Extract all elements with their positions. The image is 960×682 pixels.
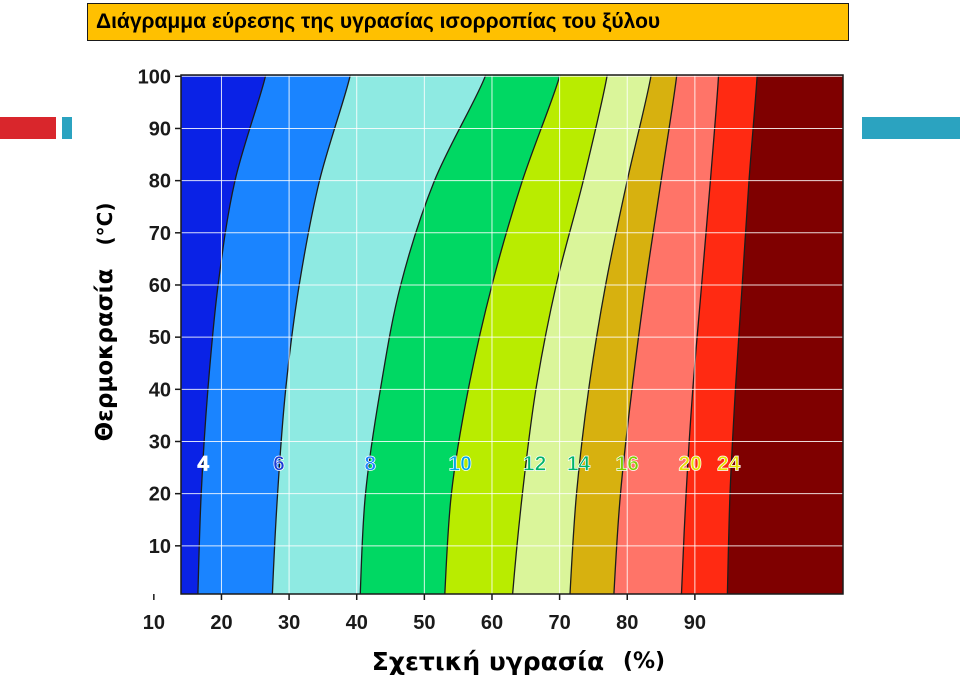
y-tick-label-10: 10 <box>149 536 171 558</box>
x-tick-label-30: 30 <box>278 612 300 634</box>
chart-title-box: Διάγραμμα εύρεσης της υγρασίας ισορροπία… <box>87 3 849 41</box>
chart-title: Διάγραμμα εύρεσης της υγρασίας ισορροπία… <box>96 10 661 33</box>
grid-lines <box>153 75 843 594</box>
x-axis-ticks: 10 20 30 40 50 60 70 80 90 <box>143 594 706 634</box>
contour-label-10: 10 <box>449 452 472 475</box>
y-tick-label-70: 70 <box>149 223 171 245</box>
x-tick-label-80: 80 <box>616 612 638 634</box>
y-axis-ticks: 10 20 30 40 50 60 70 80 90 100 <box>138 66 181 558</box>
x-tick-label-90: 90 <box>684 612 706 634</box>
y-tick-label-80: 80 <box>149 171 171 193</box>
x-axis-title: Σχετική υγρασία <box>372 647 604 676</box>
contour-label-4: 4 <box>197 452 209 475</box>
y-tick-label-30: 30 <box>149 431 171 453</box>
x-tick-label-50: 50 <box>413 612 435 634</box>
right-accent-teal-bar <box>862 117 960 139</box>
y-tick-label-90: 90 <box>149 118 171 140</box>
y-tick-label-100: 100 <box>138 66 171 88</box>
left-accent-red-bar <box>0 117 56 139</box>
y-axis-title: Θερμοκρασία <box>92 269 118 442</box>
y-tick-label-60: 60 <box>149 275 171 297</box>
plot-frame <box>180 74 844 595</box>
contour-label-2: 2 <box>129 452 141 475</box>
y-tick-label-40: 40 <box>149 379 171 401</box>
x-tick-label-70: 70 <box>548 612 570 634</box>
x-tick-label-60: 60 <box>481 612 503 634</box>
x-axis-unit: (%) <box>623 649 665 674</box>
y-axis-unit: (°C) <box>93 203 117 246</box>
contour-label-16: 16 <box>616 452 639 475</box>
contour-label-12: 12 <box>523 452 546 475</box>
moisture-bands <box>181 75 843 594</box>
y-tick-label-50: 50 <box>149 327 171 349</box>
contour-label-24: 24 <box>717 452 741 475</box>
x-tick-label-20: 20 <box>210 612 232 634</box>
left-accent-teal-bar <box>62 117 72 139</box>
contour-label-20: 20 <box>678 452 701 475</box>
contour-label-6: 6 <box>273 452 285 475</box>
contour-labels: 2 4 6 8 10 12 14 16 20 24 <box>129 452 741 476</box>
y-tick-label-20: 20 <box>149 484 171 506</box>
contour-label-8: 8 <box>364 452 376 475</box>
contour-label-14: 14 <box>567 452 591 475</box>
x-tick-label-10: 10 <box>143 612 165 634</box>
x-tick-label-40: 40 <box>346 612 368 634</box>
